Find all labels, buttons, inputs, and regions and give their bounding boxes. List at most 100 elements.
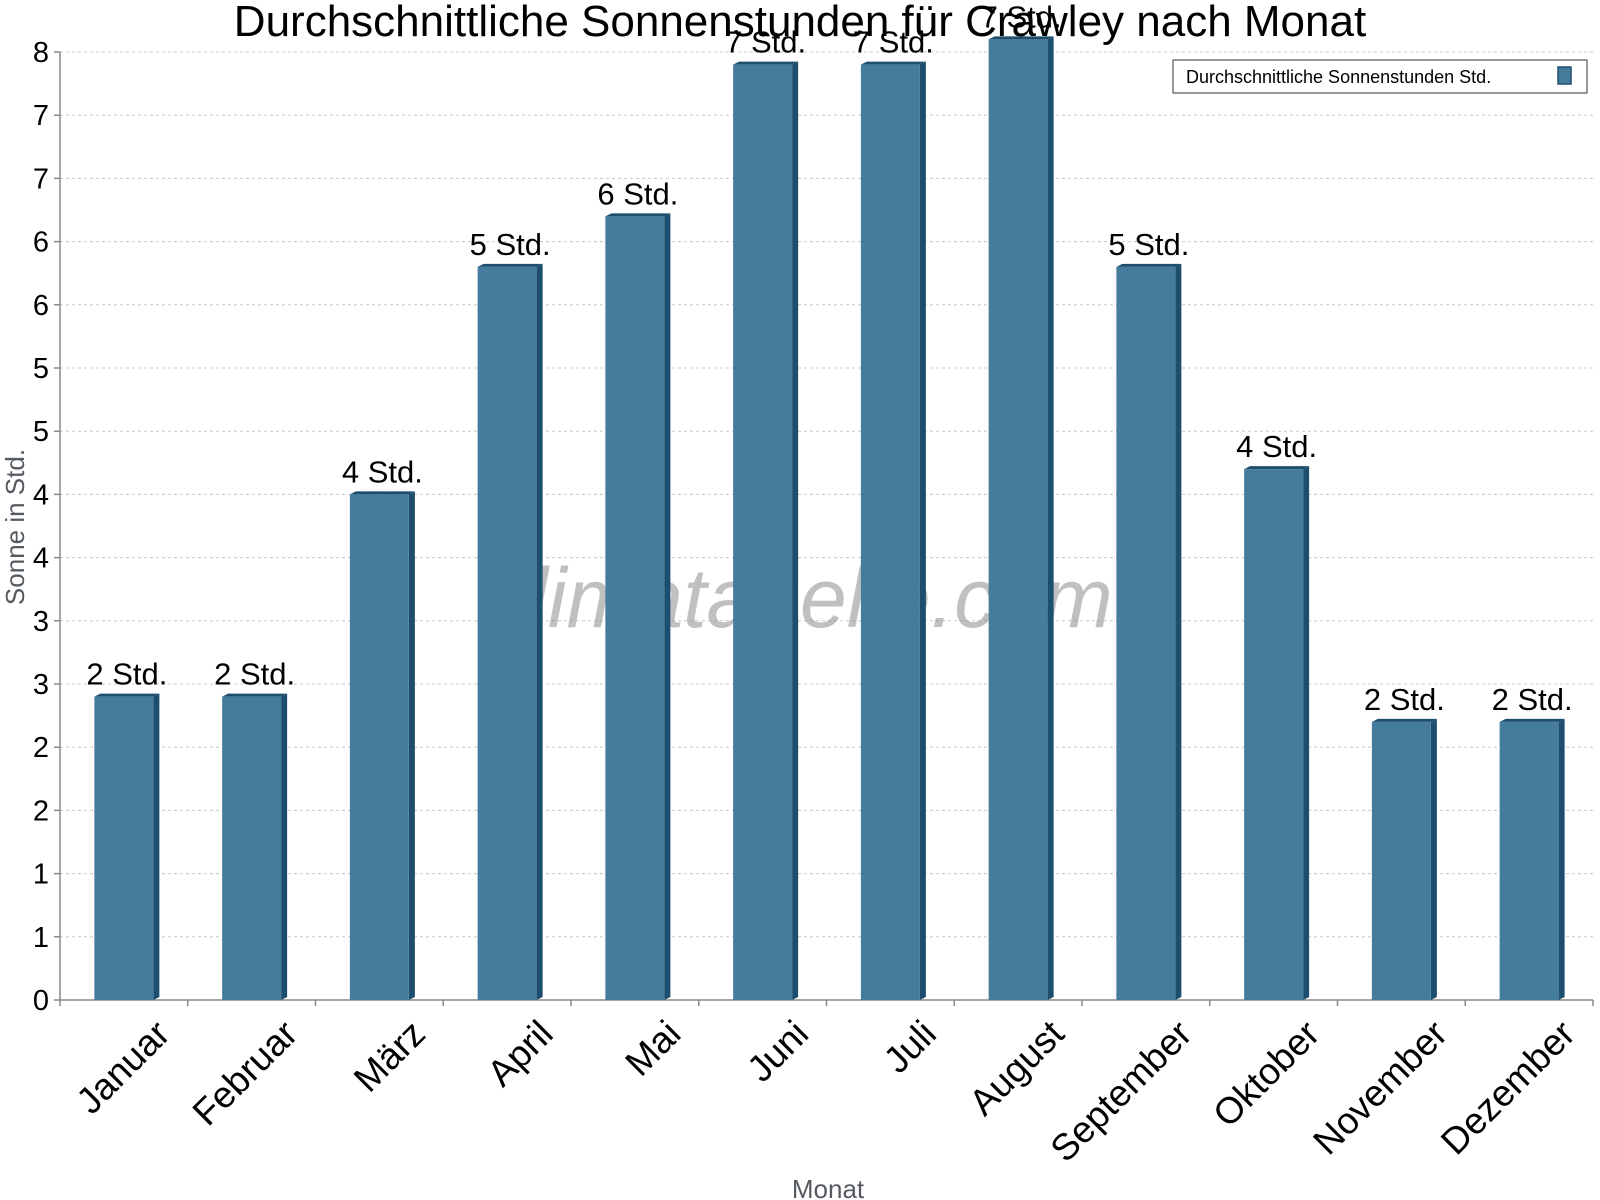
data-label: 6 Std. [597,176,678,211]
bar-side [153,693,160,1000]
bar-november [1371,718,1437,1000]
bar-top [1244,466,1310,470]
bar-side [1430,718,1437,1000]
bar-side [536,263,543,1000]
bar-top [477,263,543,267]
x-tick-label: Januar [69,1013,178,1122]
bar-oktober [1244,466,1310,1000]
bar-märz [349,491,415,1000]
y-axis-title: Sonne in Std. [0,449,30,605]
bar-top [94,693,160,697]
y-tick-label: 1 [33,859,49,891]
y-tick-label: 7 [33,100,49,132]
y-tick-label: 8 [33,37,49,69]
bar-front [1244,469,1304,1000]
y-tick-label: 4 [33,479,49,511]
x-tick-label: Februar [185,1013,306,1134]
y-tick-label: 7 [33,163,49,195]
bar-top [1499,718,1565,722]
bar-januar [94,693,160,1000]
data-label: 2 Std. [86,657,167,692]
bar-top [605,213,671,217]
x-tick-labels: Januar Februar März April Mai Juni Juli AugustS… [69,1012,1583,1169]
bar-front [1499,721,1559,1000]
bar-front [94,696,154,1000]
bars [94,36,1565,1001]
data-label: 2 Std. [214,657,295,692]
bar-front [860,64,920,1000]
bar-side [664,213,671,1000]
x-tick-label: Mai [617,1013,688,1084]
bar-front [222,696,282,1000]
x-tick-label: Oktober [1205,1013,1327,1135]
data-label: 5 Std. [1108,227,1189,262]
bar-side [1047,36,1054,1001]
bar-top [349,491,415,495]
bar-juli [860,61,926,1000]
data-label: 4 Std. [342,454,423,489]
bar-top [1371,718,1437,722]
bar-front [1371,721,1431,1000]
bar-top [860,61,926,65]
x-tick-label: Dezember [1433,1013,1583,1163]
legend-swatch [1557,66,1572,85]
chart-title: Durchschnittliche Sonnenstunden für Craw… [234,0,1366,46]
data-label: 7 Std. [725,25,806,60]
y-tick-label: 4 [33,543,49,575]
x-tick-label: November [1305,1013,1455,1163]
legend: Durchschnittliche Sonnenstunden Std. [1172,59,1588,94]
bar-side [1558,718,1565,1000]
y-tick-label: 1 [33,922,49,954]
bar-side [408,491,415,1000]
x-tick-label: März [346,1013,433,1100]
x-tick-label: Juni [739,1013,816,1090]
data-label: 5 Std. [470,227,551,262]
bar-dezember [1499,718,1565,1000]
y-tick-label: 6 [33,290,49,322]
bar-top [1116,263,1182,267]
y-tick-label: 6 [33,227,49,259]
bar-side [792,61,799,1000]
gridlines [54,51,1594,1006]
y-tick-label: 5 [33,353,49,385]
x-tick-label: April [479,1013,560,1094]
x-tick-label: Juli [876,1013,944,1081]
bar-september [1116,263,1182,1000]
bar-front [733,64,793,1000]
bar-side [1303,466,1310,1000]
y-tick-label: 3 [33,606,49,638]
y-tick-label: 5 [33,416,49,448]
bar-juni [733,61,799,1000]
y-tick-label: 3 [33,669,49,701]
data-label: 4 Std. [1236,429,1317,464]
bar-front [477,266,537,1000]
data-label: 7 Std. [981,0,1062,34]
y-tick-label: 2 [33,795,49,827]
bar-side [281,693,288,1000]
data-labels: 2 Std. 2 Std. 4 Std. 5 Std. 6 Std. 7 Std. 7 St… [86,0,1572,717]
data-label: 7 Std. [853,25,934,60]
bar-mai [605,213,671,1000]
y-tick-label: 0 [33,985,49,1017]
bar-front [1116,266,1176,1000]
bar-side [1175,263,1182,1000]
bar-top [222,693,288,697]
y-tick-label: 2 [33,732,49,764]
bar-top [733,61,799,65]
legend-label: Durchschnittliche Sonnenstunden Std. [1186,67,1491,87]
x-axis-title: Monat [792,1174,865,1200]
bar-april [477,263,543,1000]
bar-top [988,36,1054,40]
axes [59,52,1593,1001]
bar-front [988,39,1048,1001]
bar-februar [222,693,288,1000]
data-label: 2 Std. [1364,682,1445,717]
y-tick-labels: 0 1 1 2 2 3 3 4 4 5 5 6 6 7 7 8 [33,37,49,1017]
x-tick-label: August [961,1012,1072,1123]
bar-front [349,494,409,1000]
data-label: 2 Std. [1492,682,1573,717]
bar-front [605,216,665,1000]
legend-box [1172,59,1588,94]
bar-august [988,36,1054,1001]
